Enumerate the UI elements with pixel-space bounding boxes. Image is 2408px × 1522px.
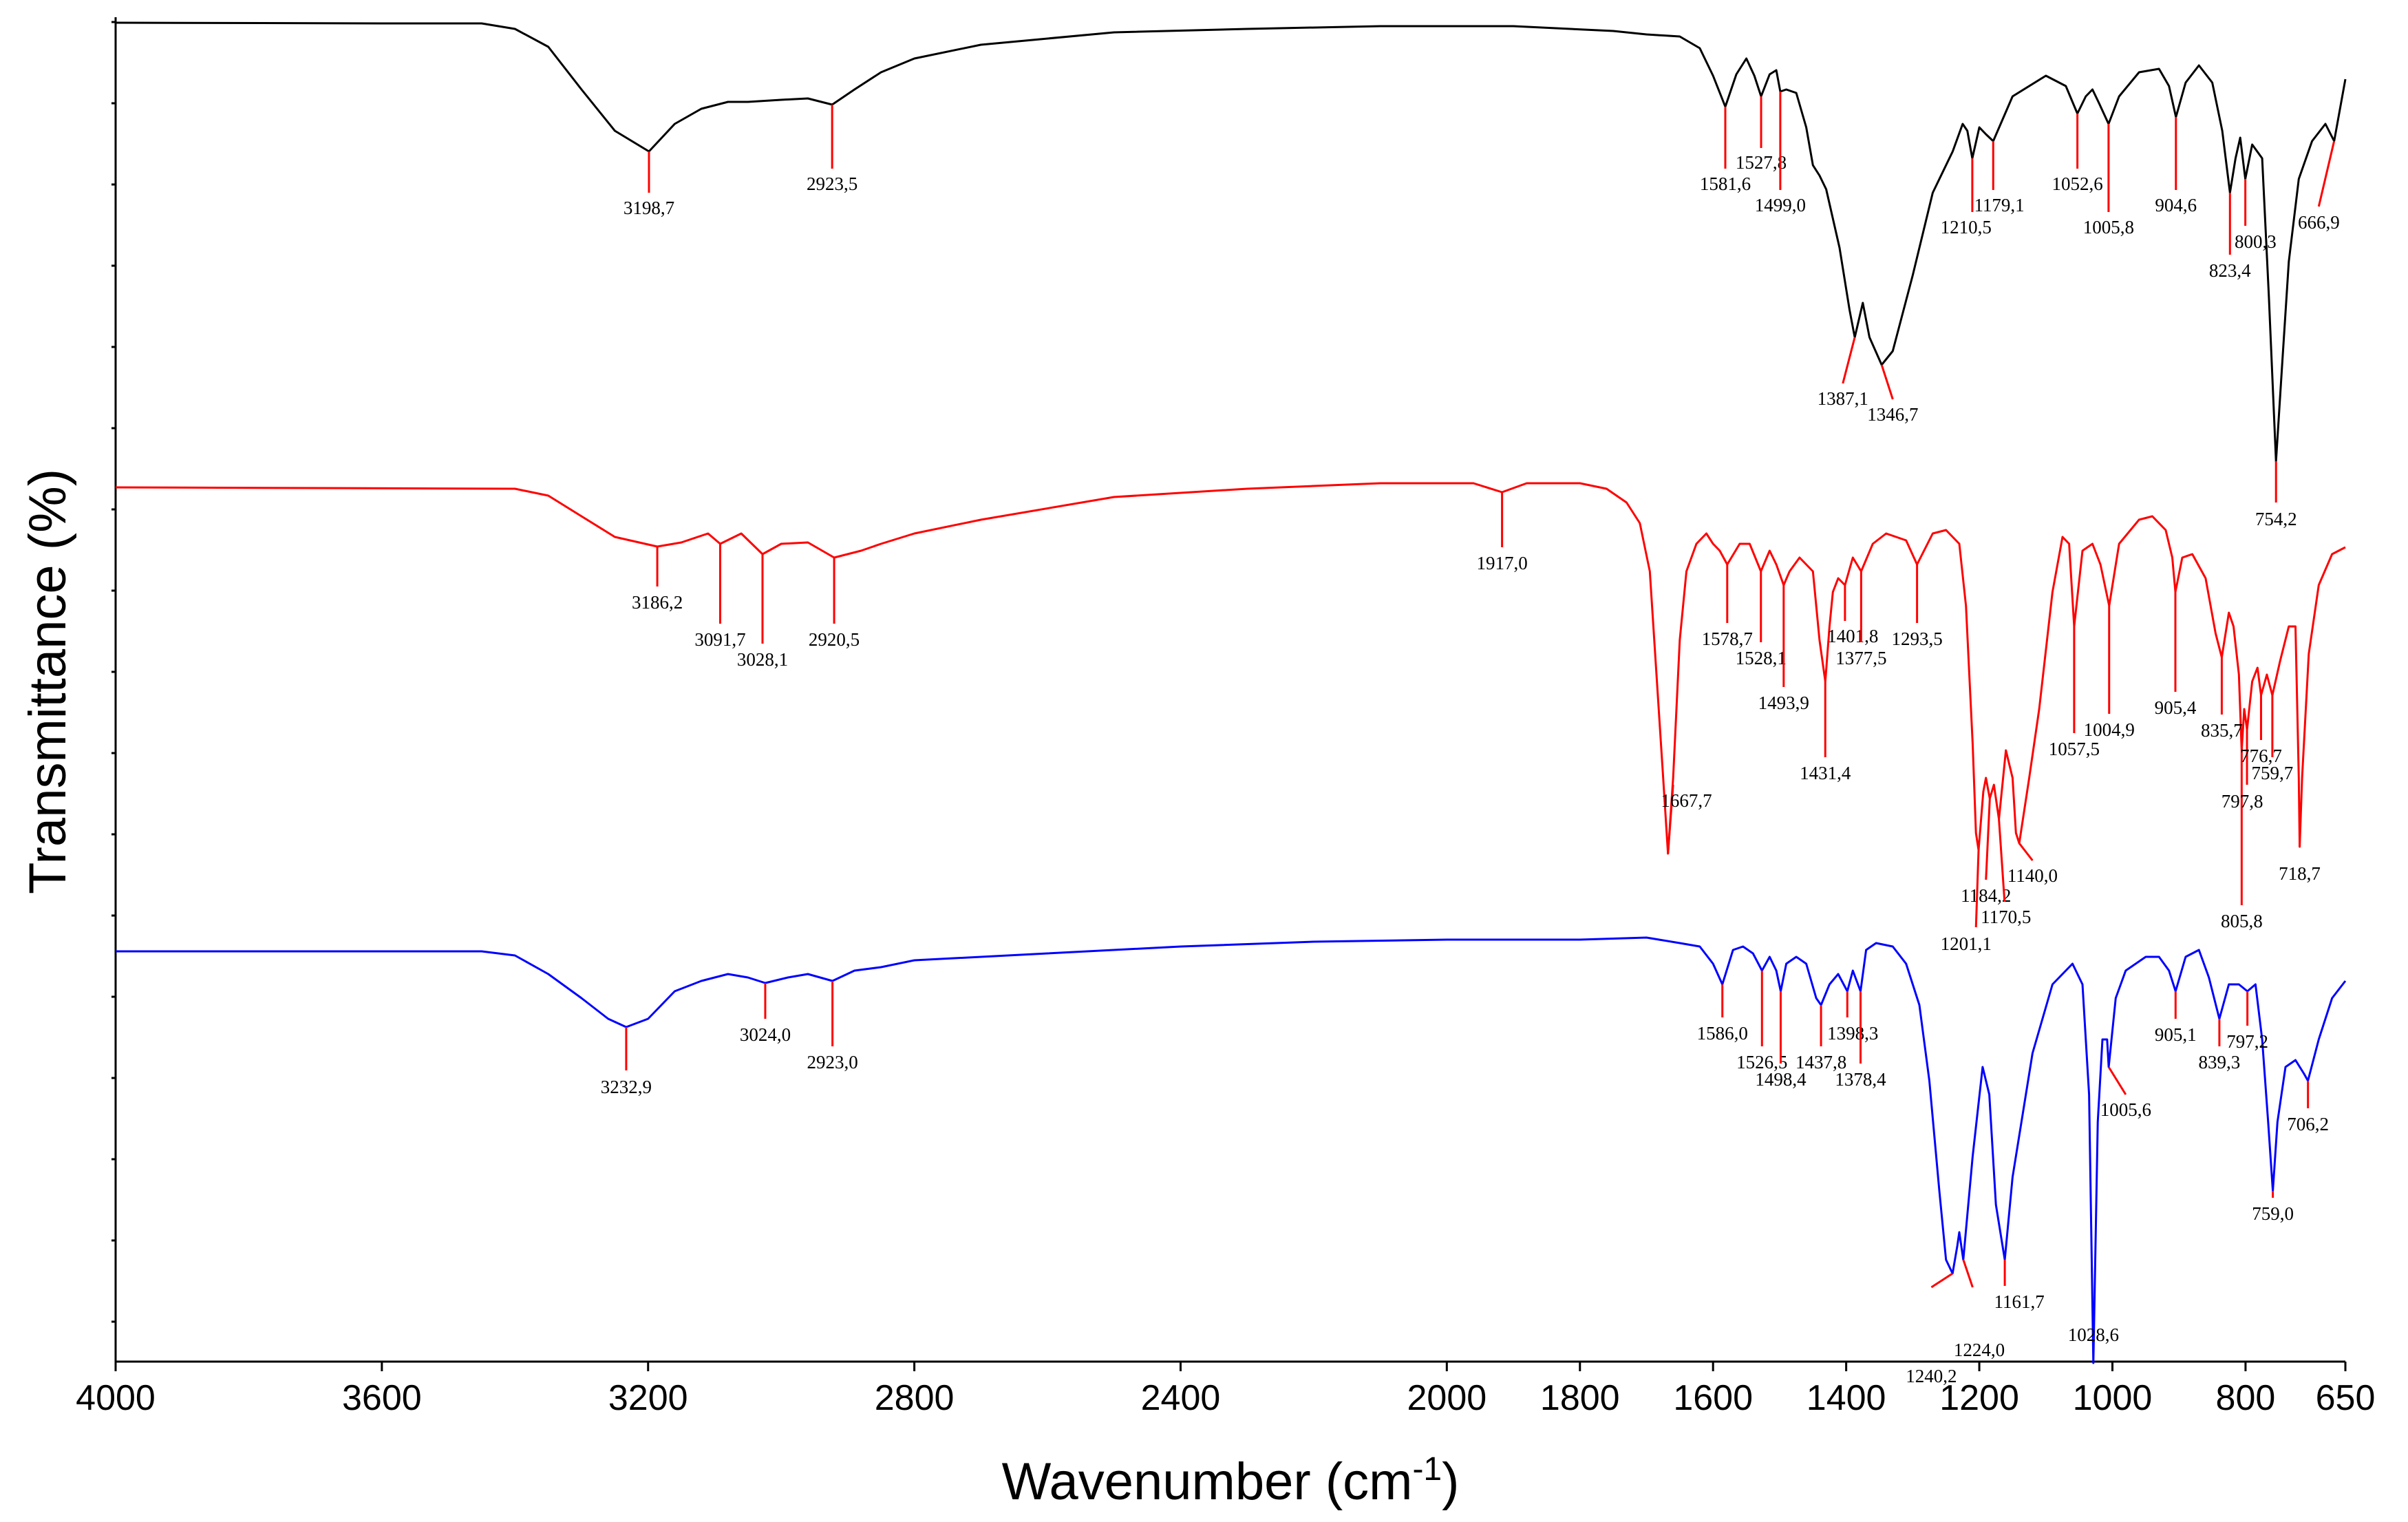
x-tick-label: 1000 xyxy=(2073,1378,2153,1418)
peak-label: 1437,8 xyxy=(1796,1052,1846,1072)
peak-label: 1005,8 xyxy=(2083,217,2134,237)
peak-label: 1346,7 xyxy=(1867,404,1918,425)
peak-label: 1401,8 xyxy=(1827,626,1878,646)
x-tick-label: 2000 xyxy=(1407,1378,1487,1418)
peak-label: 718,7 xyxy=(2279,863,2321,884)
peak-marker xyxy=(1962,1259,1974,1288)
peak-label: 1667,7 xyxy=(1661,790,1712,811)
peak-marker xyxy=(2317,140,2336,207)
peak-label: 1493,9 xyxy=(1758,693,1809,713)
peak-label: 1140,0 xyxy=(2007,865,2058,886)
x-axis-title: Wavenumber (cm-1) xyxy=(1002,1451,1460,1511)
peak-label: 1398,3 xyxy=(1827,1023,1878,1044)
peak-label: 1179,1 xyxy=(1974,195,2024,215)
peak-marker xyxy=(1667,784,1674,854)
x-tick-label: 4000 xyxy=(76,1378,156,1418)
peak-marker xyxy=(1930,1272,1953,1289)
x-tick-label: 1200 xyxy=(1939,1378,2019,1418)
peak-label: 1378,4 xyxy=(1835,1069,1886,1090)
peak-label: 3091,7 xyxy=(694,629,745,650)
peak-label: 1526,5 xyxy=(1736,1052,1787,1072)
peak-label: 1578,7 xyxy=(1702,628,1753,649)
x-axis-ticks: 4000 3600 3200 2800 2400 2000 1800 1600 1400 1200… xyxy=(76,1362,2375,1418)
y-axis-ticks xyxy=(111,21,116,1323)
peak-label: 1170,5 xyxy=(1981,907,2031,927)
peak-label: 776,7 xyxy=(2240,746,2282,766)
peak-label: 666,9 xyxy=(2298,212,2340,233)
peak-label: 3198,7 xyxy=(624,198,674,218)
peak-label: 3232,9 xyxy=(601,1077,652,1097)
peak-label: 1377,5 xyxy=(1835,648,1886,668)
peak-label: 1004,9 xyxy=(2084,719,2135,740)
peak-label: 3028,1 xyxy=(737,649,788,670)
peak-label: 3186,2 xyxy=(632,592,683,613)
peak-label: 1052,6 xyxy=(2052,173,2102,194)
peak-label: 2923,0 xyxy=(807,1052,858,1072)
peak-label: 1201,1 xyxy=(1941,933,1992,954)
peak-label: 1528,1 xyxy=(1736,648,1787,668)
spectrum-line-3 xyxy=(116,936,2347,1364)
x-tick-label: 3200 xyxy=(608,1378,688,1418)
x-tick-label: 650 xyxy=(2316,1378,2376,1418)
peak-label: 1028,6 xyxy=(2068,1324,2119,1345)
x-tick-label: 2400 xyxy=(1141,1378,1221,1418)
peak-marker xyxy=(1998,818,2006,902)
spectrum-line-1 xyxy=(115,21,2347,463)
peak-label: 904,6 xyxy=(2155,195,2197,215)
peak-marker xyxy=(1842,337,1856,384)
peak-label: 2923,5 xyxy=(807,173,857,194)
peak-label: 1917,0 xyxy=(1476,553,1527,573)
peak-label: 797,8 xyxy=(2221,791,2263,812)
peak-marker xyxy=(2107,1066,2127,1095)
peak-label: 1057,5 xyxy=(2049,739,2100,759)
peak-label: 1240,2 xyxy=(1906,1366,1957,1386)
peak-label: 1586,0 xyxy=(1697,1023,1748,1044)
peak-label: 905,1 xyxy=(2155,1024,2197,1045)
peak-label: 1498,4 xyxy=(1755,1069,1807,1090)
peak-marker xyxy=(1880,364,1894,400)
peak-label: 2920,5 xyxy=(809,629,860,650)
peak-label: 1005,6 xyxy=(2100,1099,2151,1120)
peak-label: 823,4 xyxy=(2209,260,2251,281)
peak-label: 759,7 xyxy=(2252,763,2294,783)
peak-label: 754,2 xyxy=(2255,509,2297,529)
peak-label: 835,7 xyxy=(2201,720,2243,741)
peak-label: 839,3 xyxy=(2199,1052,2241,1072)
peak-label: 3024,0 xyxy=(740,1024,791,1045)
x-tick-label: 3600 xyxy=(342,1378,422,1418)
peak-label: 1527,8 xyxy=(1736,152,1787,173)
peak-label: 1224,0 xyxy=(1954,1340,2005,1360)
peak-label: 759,0 xyxy=(2252,1203,2294,1224)
peak-label: 1293,5 xyxy=(1892,628,1943,649)
peak-label: 1499,0 xyxy=(1755,195,1806,215)
peak-label: 797,2 xyxy=(2226,1031,2268,1052)
spectra-lines xyxy=(115,21,2347,1364)
peak-label: 805,8 xyxy=(2221,911,2263,931)
peak-label: 800,3 xyxy=(2235,231,2277,252)
x-tick-label: 1600 xyxy=(1673,1378,1753,1418)
spectrum-line-2 xyxy=(115,482,2346,855)
peak-label: 1431,4 xyxy=(1800,763,1851,783)
peak-label: 1387,1 xyxy=(1818,388,1868,409)
x-tick-label: 1400 xyxy=(1807,1378,1886,1418)
y-axis-title: Transmittance (%) xyxy=(19,469,77,894)
x-tick-label: 800 xyxy=(2216,1378,2276,1418)
peak-marker xyxy=(1985,798,1991,880)
peak-label: 1161,7 xyxy=(1994,1291,2044,1312)
peak-label: 706,2 xyxy=(2287,1114,2329,1134)
x-tick-label: 1800 xyxy=(1540,1378,1620,1418)
peak-label: 1581,6 xyxy=(1700,173,1751,194)
x-tick-label: 2800 xyxy=(875,1378,955,1418)
peak-marker xyxy=(1974,849,1980,928)
peak-label: 1210,5 xyxy=(1941,217,1992,237)
peak-label: 905,4 xyxy=(2155,697,2197,718)
peak-marker xyxy=(2018,843,2034,861)
